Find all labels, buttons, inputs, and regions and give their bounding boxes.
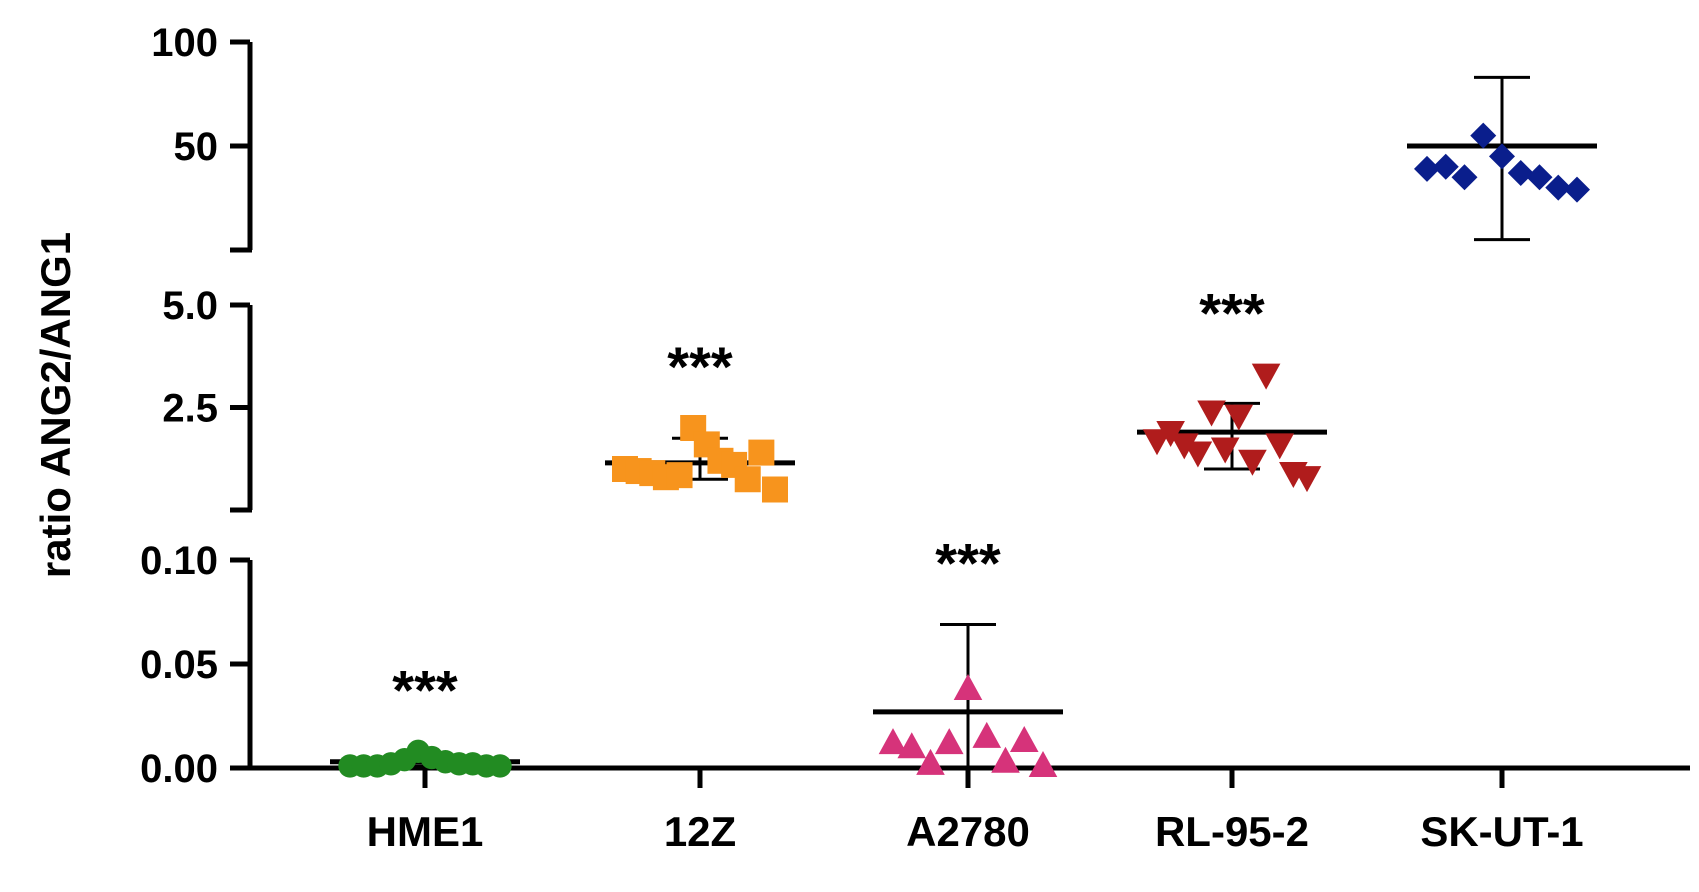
data-point bbox=[878, 728, 908, 755]
data-point bbox=[1009, 726, 1039, 753]
data-point bbox=[1142, 429, 1172, 456]
data-points bbox=[338, 122, 1590, 778]
data-point bbox=[972, 721, 1002, 748]
data-point bbox=[748, 439, 775, 466]
data-point bbox=[897, 732, 927, 759]
data-point bbox=[1414, 155, 1440, 182]
significance-label: *** bbox=[935, 531, 1001, 594]
data-point bbox=[1507, 160, 1534, 187]
x-category-label: 12Z bbox=[664, 808, 736, 855]
data-point bbox=[1224, 404, 1254, 431]
x-category-label: HME1 bbox=[367, 808, 484, 855]
y-tick-label: 100 bbox=[151, 21, 218, 65]
data-point bbox=[991, 746, 1020, 773]
data-point bbox=[762, 476, 788, 503]
data-point bbox=[1197, 400, 1226, 427]
y-axis-label: ratio ANG2/ANG1 bbox=[32, 232, 79, 578]
y-tick-label: 5.0 bbox=[162, 284, 218, 328]
data-point bbox=[1526, 164, 1553, 191]
data-point bbox=[1028, 750, 1058, 777]
x-category-label: A2780 bbox=[906, 808, 1030, 855]
data-point bbox=[1292, 466, 1322, 493]
x-categories: HME1 12Z A2780 RL-95-2 SK-UT-1 bbox=[367, 768, 1584, 855]
data-point bbox=[1265, 433, 1295, 460]
data-point bbox=[488, 754, 512, 778]
y-ticks: 0.00 0.05 0.10 2.5 5.0 50 100 bbox=[140, 21, 250, 791]
y-tick-label: 50 bbox=[174, 125, 219, 169]
data-point bbox=[1451, 164, 1478, 191]
data-point bbox=[1470, 122, 1497, 149]
significance-label: *** bbox=[667, 335, 733, 398]
data-point bbox=[1183, 441, 1213, 468]
data-point bbox=[953, 674, 983, 701]
significance-label: *** bbox=[1199, 282, 1265, 345]
significance-label: *** bbox=[392, 658, 458, 721]
y-tick-label: 0.00 bbox=[140, 747, 218, 791]
significance-labels: *** *** *** *** bbox=[392, 282, 1265, 722]
data-point bbox=[1251, 363, 1281, 390]
y-tick-label: 0.10 bbox=[140, 539, 218, 583]
data-point bbox=[1210, 437, 1240, 464]
data-point bbox=[1545, 174, 1572, 201]
x-category-label: SK-UT-1 bbox=[1420, 808, 1583, 855]
data-point bbox=[934, 728, 964, 755]
data-point bbox=[1489, 143, 1515, 170]
data-point bbox=[916, 748, 945, 775]
y-tick-label: 0.05 bbox=[140, 643, 218, 687]
data-point bbox=[1564, 176, 1590, 203]
x-category-label: RL-95-2 bbox=[1155, 808, 1309, 855]
data-point bbox=[1238, 449, 1267, 476]
data-point bbox=[666, 462, 693, 489]
data-point bbox=[1169, 433, 1199, 460]
data-point bbox=[734, 466, 761, 493]
data-point bbox=[1432, 153, 1459, 180]
error-bars bbox=[330, 75, 1597, 770]
y-tick-label: 2.5 bbox=[162, 387, 218, 431]
